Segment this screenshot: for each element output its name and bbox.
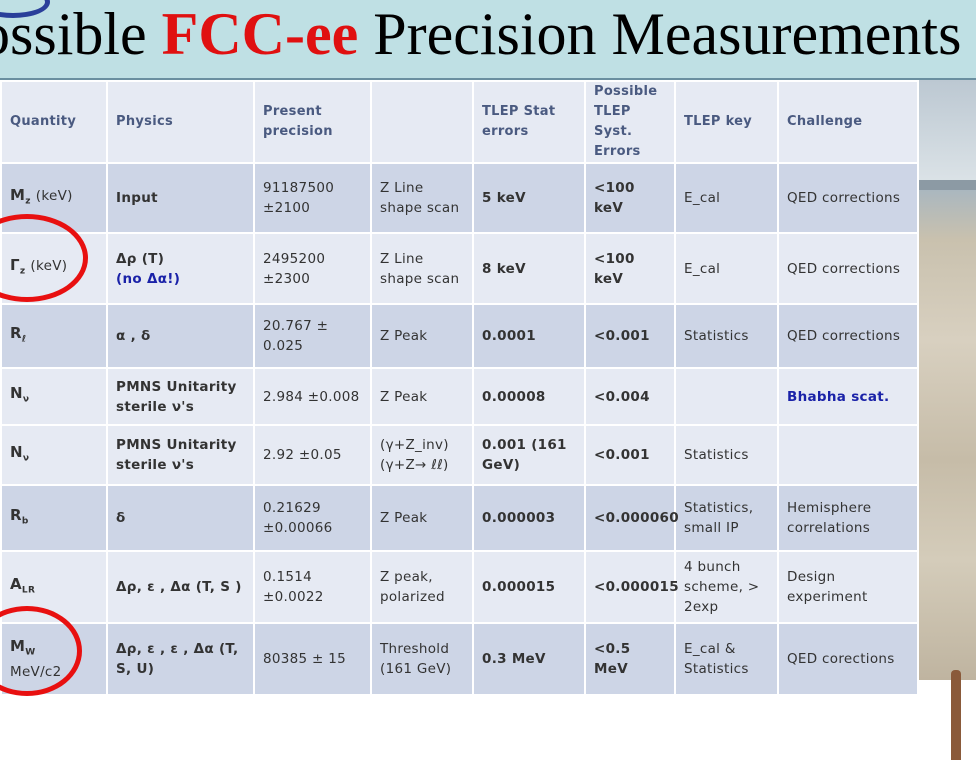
precision-cell: 2.92 ±0.05 [253, 424, 372, 486]
method-cell: Z Line shape scan [370, 162, 474, 234]
stat-error-cell: 8 keV [472, 232, 586, 305]
key-cell: Statistics [674, 303, 779, 369]
stat-error-cell: 5 keV [472, 162, 586, 234]
table-row: Rℓ α , δ 20.767 ± 0.025 Z Peak 0.0001 <0… [0, 303, 919, 369]
challenge-cell: QED corrections [777, 162, 919, 234]
challenge-cell: Design experiment [777, 550, 919, 624]
method-cell: (γ+Z_inv) (γ+Z→ ℓℓ) [370, 424, 474, 486]
key-cell: Statistics, small IP [674, 484, 779, 552]
table-row: MW MeV/c2 Δρ, ε , ε , Δα (T, S, U) 80385 … [0, 622, 919, 696]
physics-cell: Δρ (T) (no Δα!) [106, 232, 255, 305]
stat-error-cell: 0.000015 [472, 550, 586, 624]
method-cell: Z Peak [370, 303, 474, 369]
method-cell: Z Line shape scan [370, 232, 474, 305]
stat-error-cell: 0.001 (161 GeV) [472, 424, 586, 486]
syst-error-cell: <0.000060 [584, 484, 679, 552]
physics-cell: PMNS Unitarity sterile ν's [106, 424, 255, 486]
quantity-cell: Nν [0, 367, 108, 426]
quantity-cell: Rb [0, 484, 108, 552]
syst-error-cell: <0.001 [584, 303, 676, 369]
syst-error-cell: <0.004 [584, 367, 676, 426]
physics-cell: Δρ, ε , Δα (T, S ) [106, 550, 255, 624]
table-header-row: Quantity Physics Present precision TLEP … [0, 80, 919, 164]
key-cell: 4 bunch scheme, > 2exp [674, 550, 779, 624]
table-row: Nν PMNS Unitarity sterile ν's 2.92 ±0.05… [0, 424, 919, 486]
precision-cell: 0.1514 ±0.0022 [253, 550, 372, 624]
table-row: Rb δ 0.21629 ±0.00066 Z Peak 0.000003 <0… [0, 484, 919, 552]
header-physics: Physics [106, 80, 255, 164]
challenge-cell [777, 424, 919, 486]
physics-cell: PMNS Unitarity sterile ν's [106, 367, 255, 426]
header-stat-errors: TLEP Stat errors [472, 80, 586, 164]
physics-cell: α , δ [106, 303, 255, 369]
background-photo [917, 80, 976, 760]
syst-error-cell: <0.001 [584, 424, 676, 486]
key-cell: Statistics [674, 424, 779, 486]
syst-error-cell: <100 keV [584, 232, 676, 305]
method-cell: Threshold (161 GeV) [370, 622, 474, 696]
header-challenge: Challenge [777, 80, 919, 164]
physics-cell: Δρ, ε , ε , Δα (T, S, U) [106, 622, 255, 696]
challenge-cell: QED corrections [777, 232, 919, 305]
header-method [370, 80, 474, 164]
syst-error-cell: <0.5 MeV [584, 622, 676, 696]
syst-error-cell: <0.000015 [584, 550, 679, 624]
title-highlight: FCC-ee [161, 1, 359, 67]
header-quantity: Quantity [0, 80, 108, 164]
title-suffix: Precision Measurements [358, 1, 962, 67]
quantity-cell: Rℓ [0, 303, 108, 369]
challenge-cell: Bhabha scat. [777, 367, 919, 426]
method-cell: Z Peak [370, 484, 474, 552]
highlight-circle-gamma-z [0, 214, 88, 302]
slide-title: ossible FCC-ee Precision Measurements [0, 0, 961, 70]
precision-cell: 0.21629 ±0.00066 [253, 484, 372, 552]
stat-error-cell: 0.3 MeV [472, 622, 586, 696]
header-tlep-key: TLEP key [674, 80, 779, 164]
precision-cell: 2495200 ±2300 [253, 232, 372, 305]
challenge-cell: QED corections [777, 622, 919, 696]
stat-error-cell: 0.00008 [472, 367, 586, 426]
challenge-cell: Hemisphere correlations [777, 484, 919, 552]
header-present-precision: Present precision [253, 80, 372, 164]
precision-cell: 20.767 ± 0.025 [253, 303, 372, 369]
physics-cell: Input [106, 162, 255, 234]
stat-error-cell: 0.0001 [472, 303, 586, 369]
key-cell: E_cal & Statistics [674, 622, 779, 696]
title-prefix: ossible [0, 1, 147, 67]
key-cell: E_cal [674, 162, 779, 234]
header-syst-errors: Possible TLEP Syst. Errors [584, 80, 676, 164]
precision-cell: 91187500 ±2100 [253, 162, 372, 234]
precision-cell: 80385 ± 15 [253, 622, 372, 696]
person-figure [951, 670, 961, 760]
quantity-cell: Nν [0, 424, 108, 486]
method-cell: Z peak, polarized [370, 550, 474, 624]
table-row: Nν PMNS Unitarity sterile ν's 2.984 ±0.0… [0, 367, 919, 426]
table-row: Γz (keV) Δρ (T) (no Δα!) 2495200 ±2300 Z … [0, 232, 919, 305]
title-bar: ossible FCC-ee Precision Measurements [0, 0, 976, 80]
stat-error-cell: 0.000003 [472, 484, 586, 552]
syst-error-cell: <100 keV [584, 162, 676, 234]
table-row: ALR Δρ, ε , Δα (T, S ) 0.1514 ±0.0022 Z … [0, 550, 919, 624]
challenge-cell: QED corrections [777, 303, 919, 369]
key-cell: E_cal [674, 232, 779, 305]
method-cell: Z Peak [370, 367, 474, 426]
precision-cell: 2.984 ±0.008 [253, 367, 372, 426]
table-row: Mz (keV) Input 91187500 ±2100 Z Line sha… [0, 162, 919, 234]
key-cell [674, 367, 779, 426]
physics-cell: δ [106, 484, 255, 552]
measurements-table: Quantity Physics Present precision TLEP … [0, 80, 919, 696]
